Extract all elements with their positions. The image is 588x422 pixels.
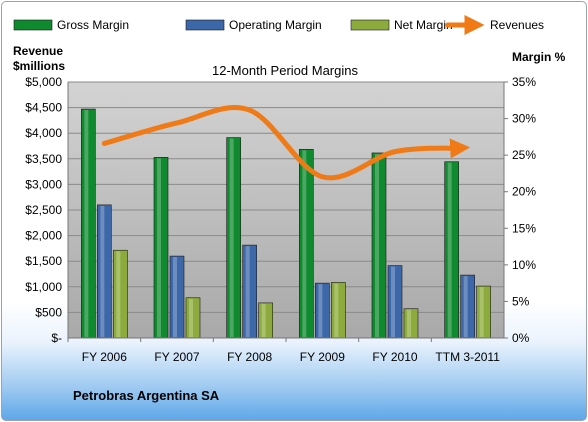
bar-highlight bbox=[447, 162, 452, 337]
right-tick-label: 20% bbox=[512, 185, 536, 199]
bar-highlight bbox=[318, 284, 323, 337]
left-axis-title-line2: $millions bbox=[13, 59, 65, 73]
legend-swatch bbox=[13, 19, 53, 31]
bar-series bbox=[81, 108, 491, 339]
legend-label: Gross Margin bbox=[57, 18, 129, 32]
legend-swatch bbox=[350, 19, 390, 31]
bar-operating-margin bbox=[169, 255, 185, 339]
revenues-line bbox=[101, 105, 471, 181]
right-tick-label: 15% bbox=[512, 221, 536, 235]
bar-highlight bbox=[116, 251, 121, 337]
bar-highlight bbox=[391, 266, 395, 337]
right-tick-label: 30% bbox=[512, 112, 536, 126]
bar-operating-margin bbox=[242, 244, 257, 339]
right-tick-label: 5% bbox=[512, 294, 530, 308]
legend-item-operating-margin: Operating Margin bbox=[185, 18, 322, 32]
bar-highlight bbox=[229, 138, 234, 337]
bar-operating-margin bbox=[315, 282, 330, 339]
bar-gross-margin bbox=[226, 137, 241, 339]
bar-highlight bbox=[189, 298, 193, 337]
bar-highlight bbox=[261, 303, 266, 337]
footer-company: Petrobras Argentina SA bbox=[73, 388, 220, 403]
bar-highlight bbox=[100, 205, 105, 337]
legend-label: Net Margin bbox=[394, 18, 453, 32]
x-tick-label: FY 2010 bbox=[372, 350, 417, 364]
bar-net-margin bbox=[185, 297, 201, 339]
bar-operating-margin bbox=[460, 274, 475, 339]
bar-net-margin bbox=[476, 285, 491, 339]
bar-body bbox=[242, 244, 257, 339]
bar-highlight bbox=[334, 283, 339, 337]
x-tick-label: FY 2008 bbox=[227, 350, 272, 364]
left-tick-label: $5,000 bbox=[25, 75, 62, 89]
right-tick-label: 10% bbox=[512, 258, 536, 272]
bar-gross-margin bbox=[81, 108, 96, 339]
bar-highlight bbox=[375, 153, 379, 337]
bar-gross-margin bbox=[371, 152, 387, 339]
legend-label: Operating Margin bbox=[229, 18, 322, 32]
bar-highlight bbox=[302, 150, 307, 337]
left-tick-label: $1,500 bbox=[25, 254, 62, 268]
bar-gross-margin bbox=[153, 157, 169, 339]
bar-net-margin bbox=[403, 308, 419, 339]
left-tick-label: $2,500 bbox=[25, 203, 62, 217]
x-tick-label: FY 2006 bbox=[82, 350, 127, 364]
left-tick-label: $3,500 bbox=[25, 152, 62, 166]
x-tick-label: TTM 3-2011 bbox=[435, 350, 500, 364]
bar-operating-margin bbox=[97, 204, 112, 339]
bar-highlight bbox=[245, 246, 250, 337]
bar-net-margin bbox=[331, 282, 346, 339]
bar-gross-margin bbox=[299, 148, 314, 339]
bar-gross-margin bbox=[444, 161, 459, 339]
left-tick-label: $500 bbox=[35, 305, 62, 319]
left-tick-label: $4,500 bbox=[25, 101, 62, 115]
bar-highlight bbox=[157, 158, 161, 337]
right-tick-label: 0% bbox=[512, 331, 530, 345]
bar-highlight bbox=[173, 257, 177, 337]
x-tick-label: FY 2009 bbox=[300, 350, 345, 364]
legend-item-gross-margin: Gross Margin bbox=[13, 18, 129, 32]
right-tick-label: 25% bbox=[512, 148, 536, 162]
bar-highlight bbox=[84, 110, 89, 337]
axes: $- $500 $1,000 $1,500 $2,000 $2,500 $3,000 $3,5… bbox=[25, 75, 536, 364]
right-tick-label: 35% bbox=[512, 75, 536, 89]
left-tick-label: $- bbox=[51, 331, 62, 345]
legend: Gross Margin Operating Margin Net Margin Re… bbox=[13, 15, 544, 35]
x-tick-label: FY 2007 bbox=[154, 350, 199, 364]
left-tick-label: $4,000 bbox=[25, 126, 62, 140]
legend-item-revenues: Revenues bbox=[445, 15, 544, 35]
bar-net-margin bbox=[258, 302, 273, 339]
left-tick-label: $2,000 bbox=[25, 229, 62, 243]
legend-item-net-margin: Net Margin bbox=[350, 18, 453, 32]
left-tick-label: $3,000 bbox=[25, 177, 62, 191]
right-axis-title: Margin % bbox=[512, 50, 566, 64]
legend-swatch bbox=[185, 19, 225, 31]
chart-title: 12-Month Period Margins bbox=[212, 63, 358, 78]
bar-net-margin bbox=[113, 249, 128, 339]
legend-label: Revenues bbox=[490, 18, 544, 32]
bar-operating-margin bbox=[387, 265, 403, 339]
bar-highlight bbox=[463, 276, 468, 337]
left-tick-label: $1,000 bbox=[25, 280, 62, 294]
bar-highlight bbox=[407, 309, 411, 337]
left-axis-title-line1: Revenue bbox=[13, 44, 63, 58]
bar-highlight bbox=[479, 287, 484, 337]
